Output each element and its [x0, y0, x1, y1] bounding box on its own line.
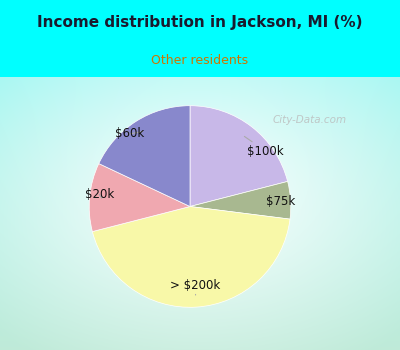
Wedge shape [99, 106, 190, 206]
Wedge shape [190, 181, 291, 219]
Wedge shape [190, 106, 288, 206]
Text: Income distribution in Jackson, MI (%): Income distribution in Jackson, MI (%) [37, 15, 363, 30]
Text: Other residents: Other residents [152, 54, 248, 67]
Text: $100k: $100k [244, 136, 284, 158]
Text: $20k: $20k [85, 188, 114, 201]
Wedge shape [92, 206, 290, 307]
Text: > $200k: > $200k [170, 279, 220, 295]
Text: $75k: $75k [266, 195, 295, 208]
Text: City-Data.com: City-Data.com [273, 115, 347, 125]
Text: $60k: $60k [115, 127, 144, 140]
Wedge shape [89, 163, 190, 232]
